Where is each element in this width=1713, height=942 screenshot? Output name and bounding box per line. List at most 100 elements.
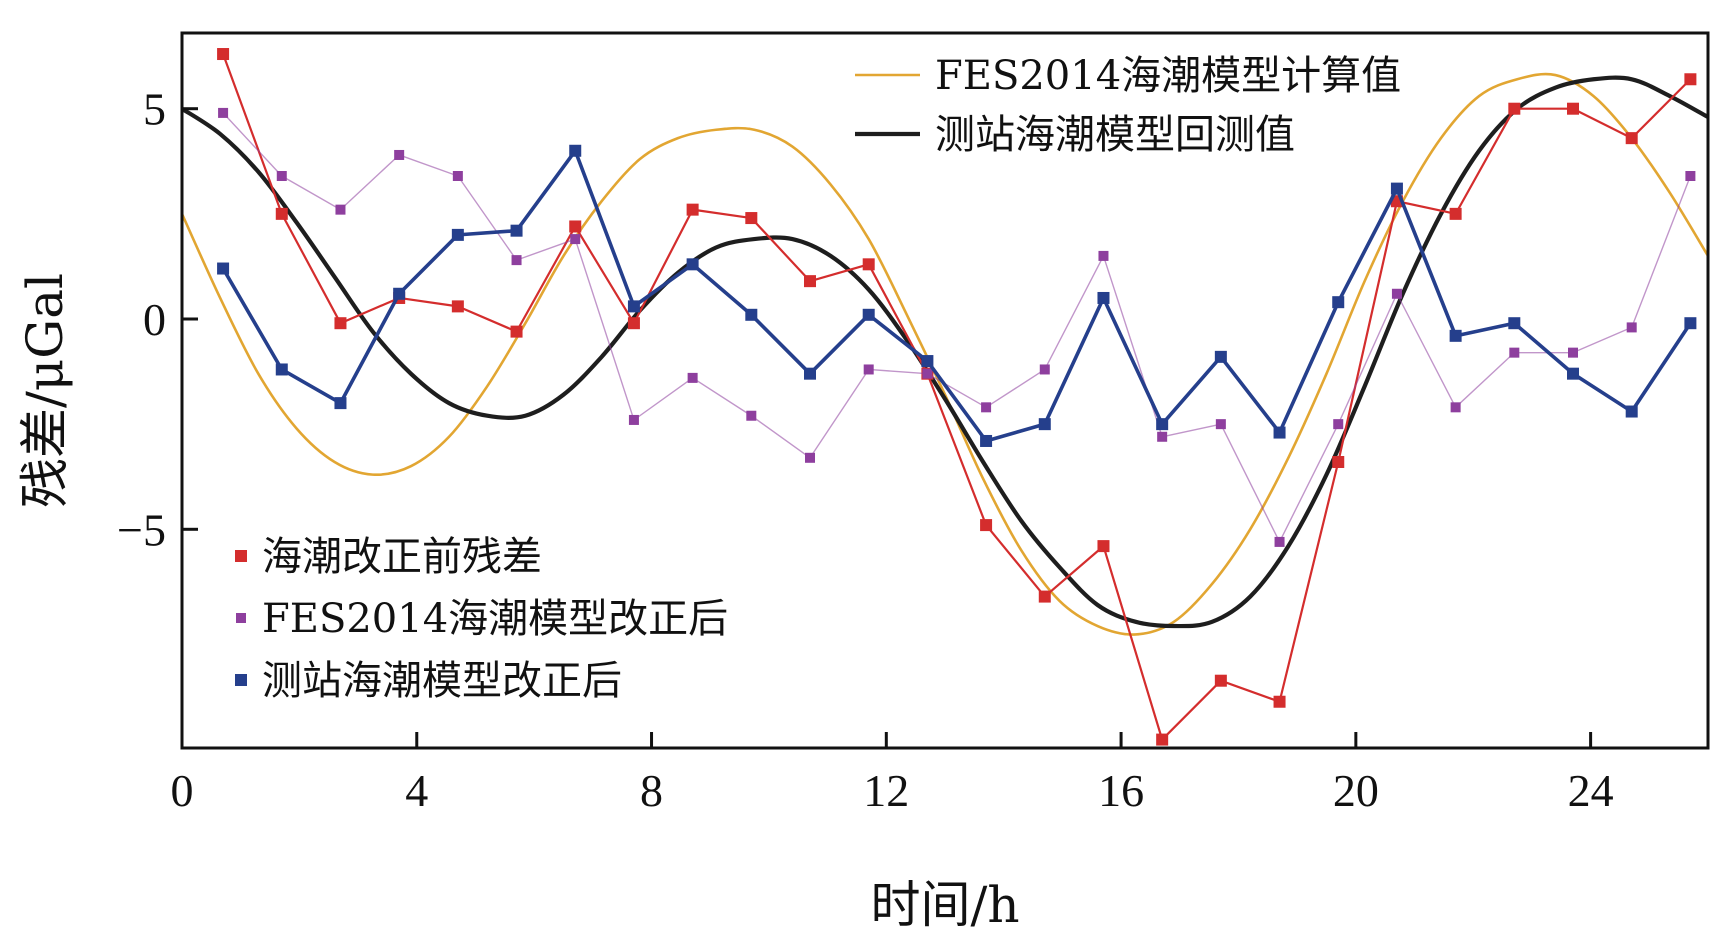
point-station-corrected — [1567, 367, 1580, 380]
point-station-corrected — [1097, 291, 1110, 304]
point-fes2014-corrected — [1626, 322, 1637, 333]
point-station-corrected — [1508, 317, 1521, 330]
series-line-station-corrected — [221, 148, 1692, 443]
point-uncorrected — [862, 258, 875, 271]
series-line-fes2014-corrected — [222, 112, 1692, 543]
point-station-corrected — [921, 355, 934, 368]
y-tick-label: 0 — [143, 294, 166, 345]
station-backtest-curve — [182, 75, 1708, 629]
point-fes2014-corrected — [394, 149, 405, 160]
point-station-corrected — [686, 258, 699, 271]
point-fes2014-corrected — [335, 204, 346, 215]
x-tick-label: 0 — [171, 765, 194, 816]
point-uncorrected — [1156, 733, 1169, 746]
point-uncorrected — [804, 275, 817, 288]
point-station-corrected — [334, 397, 347, 410]
point-uncorrected — [275, 207, 288, 220]
point-station-corrected — [627, 300, 640, 313]
series-fes2014-corrected — [218, 107, 1696, 547]
legend-top: FES2014海潮模型计算值 测站海潮模型回测值 — [855, 53, 1401, 158]
legend-label-uncorrected: 海潮改正前残差 — [262, 534, 542, 580]
point-station-corrected — [980, 434, 993, 447]
point-fes2014-corrected — [1039, 364, 1050, 375]
series-uncorrected — [217, 48, 1697, 746]
point-uncorrected — [1038, 590, 1051, 603]
point-fes2014-corrected — [1568, 347, 1579, 358]
point-station-corrected — [451, 228, 464, 241]
point-station-corrected — [217, 262, 230, 275]
point-fes2014-corrected — [276, 171, 287, 181]
point-station-corrected — [1038, 418, 1051, 431]
point-uncorrected — [627, 317, 640, 330]
point-station-corrected — [1214, 350, 1227, 363]
point-uncorrected — [745, 212, 758, 225]
point-fes2014-corrected — [570, 234, 581, 245]
legend-bottom: 海潮改正前残差 FES2014海潮模型改正后 测站海潮模型改正后 — [235, 534, 728, 704]
point-uncorrected — [1273, 695, 1286, 708]
data-series — [217, 48, 1697, 746]
point-fes2014-corrected — [1509, 347, 1520, 358]
legend-marker-uncorrected — [235, 550, 247, 562]
y-tick-label: 5 — [143, 84, 166, 135]
series-line-uncorrected — [222, 53, 1692, 741]
point-fes2014-corrected — [452, 171, 463, 181]
point-uncorrected — [510, 325, 523, 338]
point-station-corrected — [1625, 405, 1638, 418]
legend-label-station-corrected: 测站海潮模型改正后 — [262, 658, 622, 704]
point-station-corrected — [275, 363, 288, 376]
point-station-corrected — [862, 308, 875, 321]
point-uncorrected — [569, 220, 582, 233]
point-uncorrected — [1332, 456, 1345, 468]
point-fes2014-corrected — [1391, 288, 1402, 299]
point-fes2014-corrected — [1215, 419, 1226, 430]
point-uncorrected — [217, 48, 230, 61]
series-station-corrected — [217, 144, 1697, 447]
x-axis-title: 时间/h — [870, 876, 1019, 934]
point-fes2014-corrected — [922, 368, 933, 379]
point-station-corrected — [745, 308, 758, 321]
point-fes2014-corrected — [1274, 536, 1285, 547]
x-tick-label: 20 — [1333, 765, 1379, 816]
legend-label-fes2014-computed: FES2014海潮模型计算值 — [935, 53, 1401, 99]
point-station-corrected — [1156, 418, 1169, 431]
x-tick-label: 8 — [640, 765, 663, 816]
y-tick-label: −5 — [117, 504, 166, 555]
point-uncorrected — [980, 519, 993, 532]
plot-frame — [180, 31, 1710, 750]
point-uncorrected — [1684, 73, 1697, 86]
point-station-corrected — [510, 224, 523, 237]
point-fes2014-corrected — [628, 414, 639, 425]
point-uncorrected — [686, 203, 699, 216]
point-uncorrected — [1449, 207, 1462, 220]
point-fes2014-corrected — [981, 402, 992, 413]
point-fes2014-corrected — [687, 372, 698, 383]
point-uncorrected — [1214, 674, 1227, 687]
x-tick-label: 24 — [1568, 765, 1614, 816]
point-station-corrected — [1449, 329, 1462, 342]
point-fes2014-corrected — [218, 107, 229, 118]
point-fes2014-corrected — [1157, 431, 1168, 442]
point-fes2014-corrected — [805, 452, 816, 463]
point-fes2014-corrected — [511, 255, 522, 266]
point-fes2014-corrected — [1450, 402, 1461, 413]
point-uncorrected — [1508, 102, 1521, 115]
point-station-corrected — [569, 144, 582, 157]
point-station-corrected — [1273, 426, 1286, 439]
legend-label-station-backtest: 测站海潮模型回测值 — [935, 112, 1295, 158]
point-station-corrected — [1390, 182, 1403, 195]
point-uncorrected — [451, 300, 464, 313]
point-station-corrected — [1684, 317, 1697, 330]
point-fes2014-corrected — [1098, 250, 1109, 261]
point-uncorrected — [1097, 540, 1110, 553]
point-station-corrected — [1332, 296, 1345, 309]
point-station-corrected — [804, 367, 817, 380]
point-fes2014-corrected — [1685, 171, 1696, 181]
point-uncorrected — [334, 317, 347, 330]
legend-label-fes2014-corrected: FES2014海潮模型改正后 — [262, 596, 728, 642]
point-uncorrected — [1625, 132, 1638, 145]
y-axis-title: 残差/μGal — [16, 273, 74, 508]
x-tick-label: 12 — [863, 765, 909, 816]
legend-marker-fes2014-corrected — [236, 613, 246, 623]
